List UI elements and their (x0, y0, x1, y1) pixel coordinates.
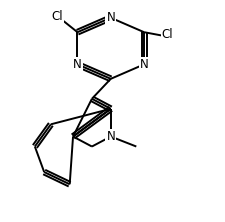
Text: N: N (106, 11, 115, 24)
Text: N: N (106, 130, 115, 143)
Text: N: N (73, 58, 81, 71)
Text: Cl: Cl (161, 28, 172, 41)
Text: Cl: Cl (52, 10, 63, 23)
Text: N: N (139, 58, 148, 71)
